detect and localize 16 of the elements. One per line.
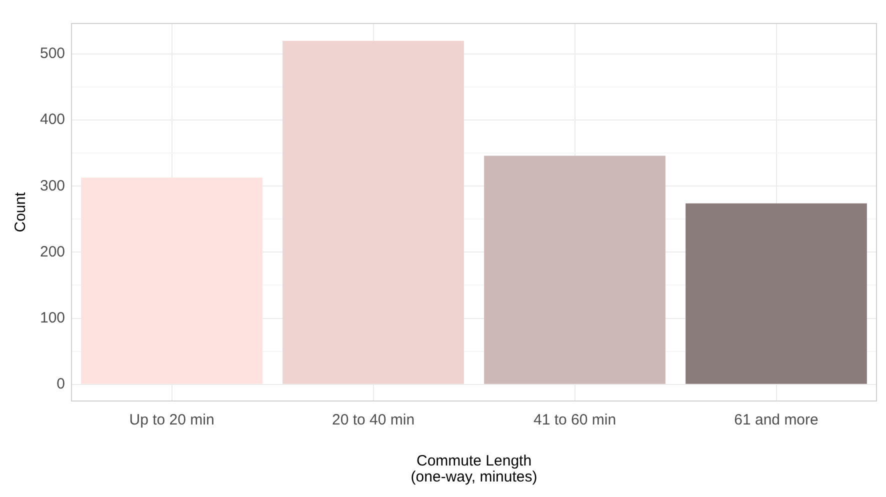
y-axis-title: Count (12, 191, 30, 232)
x-tick-label: Up to 20 min (129, 412, 214, 429)
y-tick-label: 500 (40, 45, 66, 62)
bar (686, 203, 867, 384)
y-tick-label: 0 (56, 375, 66, 392)
bar (484, 156, 666, 384)
y-tick-label: 200 (40, 243, 66, 260)
x-tick-label: 20 to 40 min (332, 412, 415, 429)
x-tick-label: 41 to 60 min (533, 412, 616, 429)
x-tick-label: 61 and more (734, 412, 818, 429)
bar (81, 178, 262, 384)
y-tick-label: 300 (40, 177, 66, 194)
y-tick-label: 400 (40, 111, 66, 128)
x-axis-title: Commute Length (one-way, minutes) (410, 452, 538, 486)
bar (282, 40, 464, 384)
y-tick-label: 100 (40, 309, 66, 326)
